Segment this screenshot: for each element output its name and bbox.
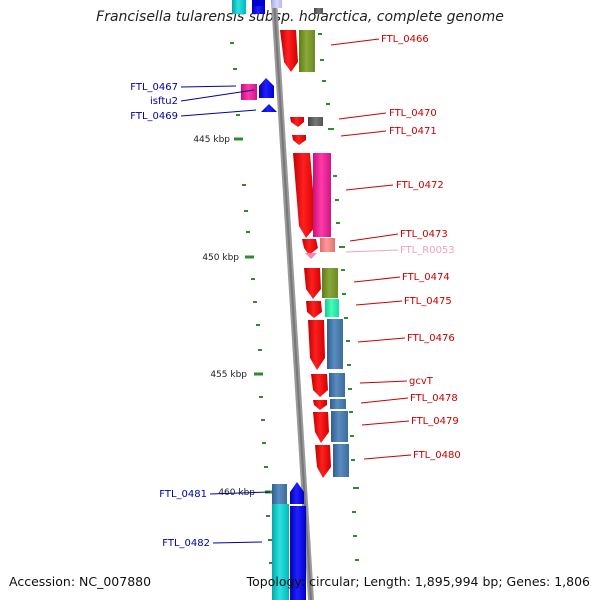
gene-ftl-0482	[290, 506, 306, 600]
gene-ftl-0475-product	[325, 299, 339, 317]
gene-ftl-0476-product	[327, 319, 343, 369]
label-ftl-0478: FTL_0478	[410, 393, 458, 404]
label-ftl-0471: FTL_0471	[389, 126, 437, 137]
topology-text: Topology: circular; Length: 1,895,994 bp…	[246, 574, 590, 589]
gene-ftl-0480-product	[333, 444, 349, 477]
gene-ftl-0482-product	[272, 504, 289, 600]
scale-label-455: 455 kbp	[210, 370, 247, 380]
label-ftl-0475: FTL_0475	[404, 296, 452, 307]
gene-ftl-0473	[302, 239, 318, 255]
scale-label-445: 445 kbp	[193, 135, 230, 145]
gene-ftl-0470	[290, 117, 304, 127]
top-partial-features	[232, 0, 323, 14]
gene-ftl-0471	[292, 135, 306, 145]
gene-gcvt-product	[329, 373, 345, 397]
label-ftl-0481: FTL_0481	[159, 489, 207, 500]
genome-title: Francisella tularensis subsp. holarctica…	[96, 9, 504, 25]
gene-ftl-0474-product	[322, 268, 338, 298]
gene-ftl-0478-product	[330, 399, 346, 409]
label-ftl-r0053: FTL_R0053	[400, 245, 455, 256]
gene-ftl-0474	[304, 268, 321, 299]
label-isftu2: isftu2	[150, 96, 178, 107]
gene-ftl-0476	[308, 320, 325, 370]
inner-tick-marks	[230, 42, 273, 564]
label-ftl-0467: FTL_0467	[130, 82, 178, 93]
gene-ftl-0469	[261, 104, 277, 112]
genome-backbone	[271, 0, 314, 600]
gene-ftl-0467	[241, 84, 257, 100]
label-ftl-0469: FTL_0469	[130, 111, 178, 122]
gene-ftl-0481-product	[272, 484, 287, 504]
scale-label-450: 450 kbp	[202, 253, 239, 263]
gene-ftl-0466	[280, 30, 298, 72]
gene-isftu2	[259, 78, 274, 98]
gene-ftl-0473-product	[320, 238, 335, 252]
gene-labels: FTL_0466 FTL_0467 isftu2 FTL_0469 FTL_04…	[130, 34, 460, 549]
gene-ftl-0480	[315, 445, 331, 478]
label-ftl-0473: FTL_0473	[400, 229, 448, 240]
gene-ftl-0466-product	[299, 30, 315, 72]
gene-ftl-0478	[313, 400, 327, 410]
scale-labels: 445 kbp 450 kbp 455 kbp 460 kbp	[193, 135, 255, 498]
label-ftl-0472: FTL_0472	[396, 180, 444, 191]
accession-text: Accession: NC_007880	[9, 574, 152, 589]
gene-ftl-0470-product	[308, 117, 323, 126]
label-ftl-0480: FTL_0480	[413, 450, 461, 461]
label-leaders	[180, 38, 412, 544]
gene-ftl-0472	[293, 153, 316, 238]
label-ftl-0474: FTL_0474	[402, 272, 450, 283]
label-ftl-0479: FTL_0479	[411, 416, 459, 427]
label-gcvt: gcvT	[409, 376, 434, 387]
gene-ftl-0472-product	[313, 153, 331, 237]
reverse-strand-genes	[241, 78, 306, 600]
label-ftl-0466: FTL_0466	[381, 34, 429, 45]
gene-ftl-0479-product	[331, 411, 348, 442]
label-ftl-0470: FTL_0470	[389, 108, 437, 119]
gene-ftl-0475	[306, 301, 322, 318]
scale-ticks	[234, 137, 274, 494]
gene-ftl-0481	[290, 482, 304, 504]
label-ftl-0476: FTL_0476	[407, 333, 455, 344]
gene-gcvt	[311, 374, 328, 397]
forward-strand-genes	[280, 30, 349, 478]
gene-ftl-0479	[313, 412, 329, 443]
label-ftl-0482: FTL_0482	[162, 538, 210, 549]
gene-ftl-r0053	[305, 253, 317, 259]
outer-tick-marks	[318, 33, 359, 561]
